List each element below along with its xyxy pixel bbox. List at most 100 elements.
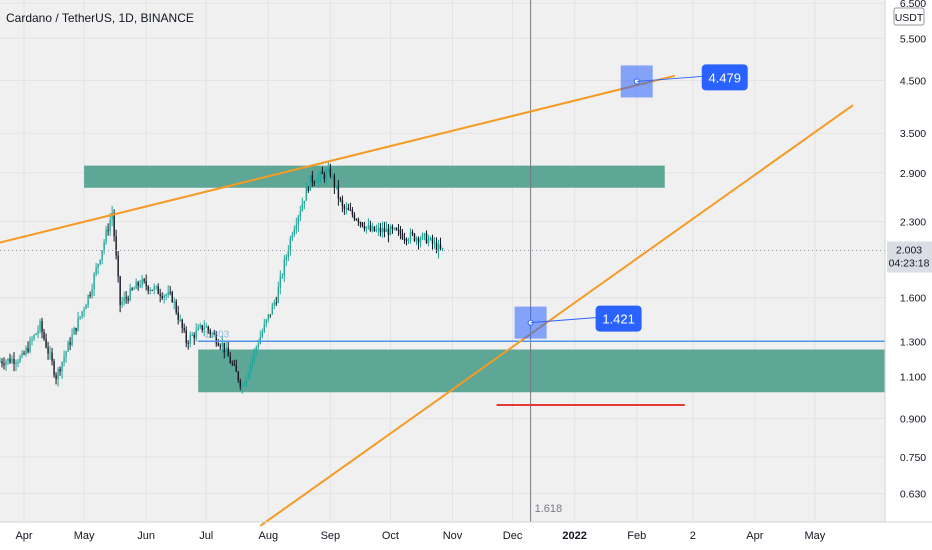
candle-body	[167, 291, 169, 295]
candle-body	[17, 361, 19, 363]
candle-body	[153, 286, 155, 291]
candle-body	[43, 332, 45, 339]
candle-body	[63, 356, 65, 362]
candle-body	[107, 229, 109, 231]
candle-body	[165, 294, 167, 296]
candle-body	[283, 260, 286, 276]
callout-box	[595, 305, 642, 332]
candle-body	[405, 238, 408, 241]
candle-body	[93, 274, 95, 290]
candle-body	[373, 226, 376, 231]
candle-body	[179, 319, 181, 321]
candle-body	[399, 229, 402, 235]
svg-text:USDT: USDT	[895, 12, 924, 24]
candle-body	[367, 225, 370, 227]
candle-body	[33, 334, 35, 340]
candle-body	[125, 297, 127, 299]
candle-body	[231, 363, 233, 365]
candle-body	[351, 210, 354, 215]
candle-body	[25, 348, 27, 355]
candle-body	[295, 224, 298, 230]
candle-body	[375, 229, 378, 231]
plot-background	[0, 0, 885, 522]
candle-body	[99, 259, 101, 265]
candle-body	[291, 235, 294, 239]
support-zone	[198, 349, 885, 393]
candle-body	[429, 237, 432, 240]
candle-body	[105, 229, 107, 242]
candle-body	[175, 301, 177, 313]
candle-body	[27, 348, 29, 352]
candle-body	[357, 219, 360, 223]
candle-body	[5, 361, 7, 366]
candle-body	[129, 288, 131, 301]
candle-body	[191, 334, 193, 336]
y-tick-label: 0.900	[900, 414, 926, 426]
candle-body	[385, 228, 388, 232]
callout-box	[701, 64, 748, 91]
candle-body	[279, 276, 282, 288]
candle-body	[241, 385, 243, 387]
candle-body	[211, 333, 213, 335]
candle-body	[245, 378, 247, 385]
candle-body	[371, 226, 374, 231]
candle-body	[61, 361, 63, 372]
y-tick-label: 1.600	[900, 293, 926, 305]
x-tick-label: May	[805, 530, 826, 542]
candle-body	[261, 331, 263, 337]
y-tick-label: 2.300	[900, 216, 926, 228]
x-tick-label: Apr	[746, 530, 763, 542]
candle-body	[293, 229, 296, 236]
candle-body	[181, 319, 183, 328]
candle-body	[79, 316, 81, 318]
blue-level-label: 1.303	[204, 329, 229, 340]
candle-body	[287, 250, 290, 257]
currency-label[interactable]: USDT	[893, 7, 925, 26]
candle-body	[187, 342, 189, 344]
candle-body	[15, 362, 17, 364]
candle-body	[135, 282, 137, 289]
candle-body	[77, 317, 79, 331]
candle-body	[161, 296, 163, 298]
candle-body	[213, 333, 215, 335]
candle-body	[95, 267, 97, 275]
candle-body	[65, 351, 67, 357]
x-tick-label: 2	[690, 530, 696, 542]
candle-body	[131, 288, 133, 290]
candle-body	[417, 238, 420, 243]
candle-body	[171, 292, 173, 302]
candle-body	[329, 168, 332, 177]
candle-body	[315, 182, 318, 184]
candle-body	[0, 361, 1, 363]
candle-body	[47, 347, 49, 354]
candle-body	[337, 185, 340, 199]
candle-body	[265, 319, 268, 324]
candle-body	[335, 185, 338, 188]
candle-body	[155, 286, 157, 288]
candle-body	[381, 228, 384, 233]
candle-body	[87, 294, 89, 306]
candle-body	[341, 199, 344, 207]
candle-body	[431, 237, 434, 244]
candle-body	[13, 358, 15, 364]
candle-body	[263, 323, 265, 332]
candle-body	[323, 174, 326, 179]
candle-body	[73, 327, 75, 335]
candle-body	[189, 335, 191, 344]
candle-body	[207, 326, 209, 331]
crosshair-label: 1.618	[535, 503, 563, 515]
candle-body	[317, 176, 320, 183]
candle-body	[365, 226, 368, 230]
candle-body	[23, 353, 25, 355]
candle-body	[307, 187, 310, 191]
candle-body	[391, 226, 394, 229]
candle-body	[331, 175, 334, 177]
candle-body	[41, 321, 43, 333]
candle-body	[439, 244, 442, 249]
candle-body	[53, 361, 55, 376]
candle-body	[111, 212, 113, 220]
chart-title: Cardano / TetherUS, 1D, BINANCE	[6, 11, 194, 25]
candle-body	[29, 339, 31, 352]
